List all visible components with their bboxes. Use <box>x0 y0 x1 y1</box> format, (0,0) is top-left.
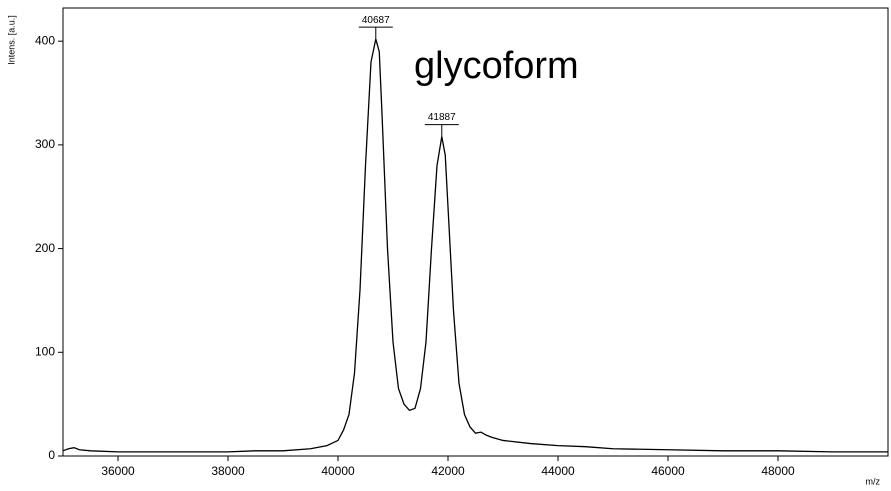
x-tick-label: 36000 <box>101 464 135 478</box>
x-axis-label: m/z <box>866 476 881 486</box>
spectrum-line <box>62 38 888 453</box>
y-tick-label: 0 <box>48 448 55 462</box>
x-tick-label: 42000 <box>431 464 465 478</box>
x-tick-label: 48000 <box>761 464 795 478</box>
y-tick-label: 300 <box>35 137 55 151</box>
x-tick-label: 46000 <box>651 464 685 478</box>
x-tick-label: 40000 <box>321 464 355 478</box>
peak-label: 40687 <box>362 15 390 26</box>
y-tick-label: 100 <box>35 344 55 358</box>
y-tick-label: 400 <box>35 33 55 47</box>
plot-frame <box>62 7 889 457</box>
peak-label: 41887 <box>428 112 456 123</box>
x-tick-label: 44000 <box>541 464 575 478</box>
y-tick-label: 200 <box>35 241 55 255</box>
annotation: glycoform <box>414 45 579 87</box>
y-axis-label: Intens. [a.u.] <box>6 15 16 65</box>
x-tick-label: 38000 <box>211 464 245 478</box>
